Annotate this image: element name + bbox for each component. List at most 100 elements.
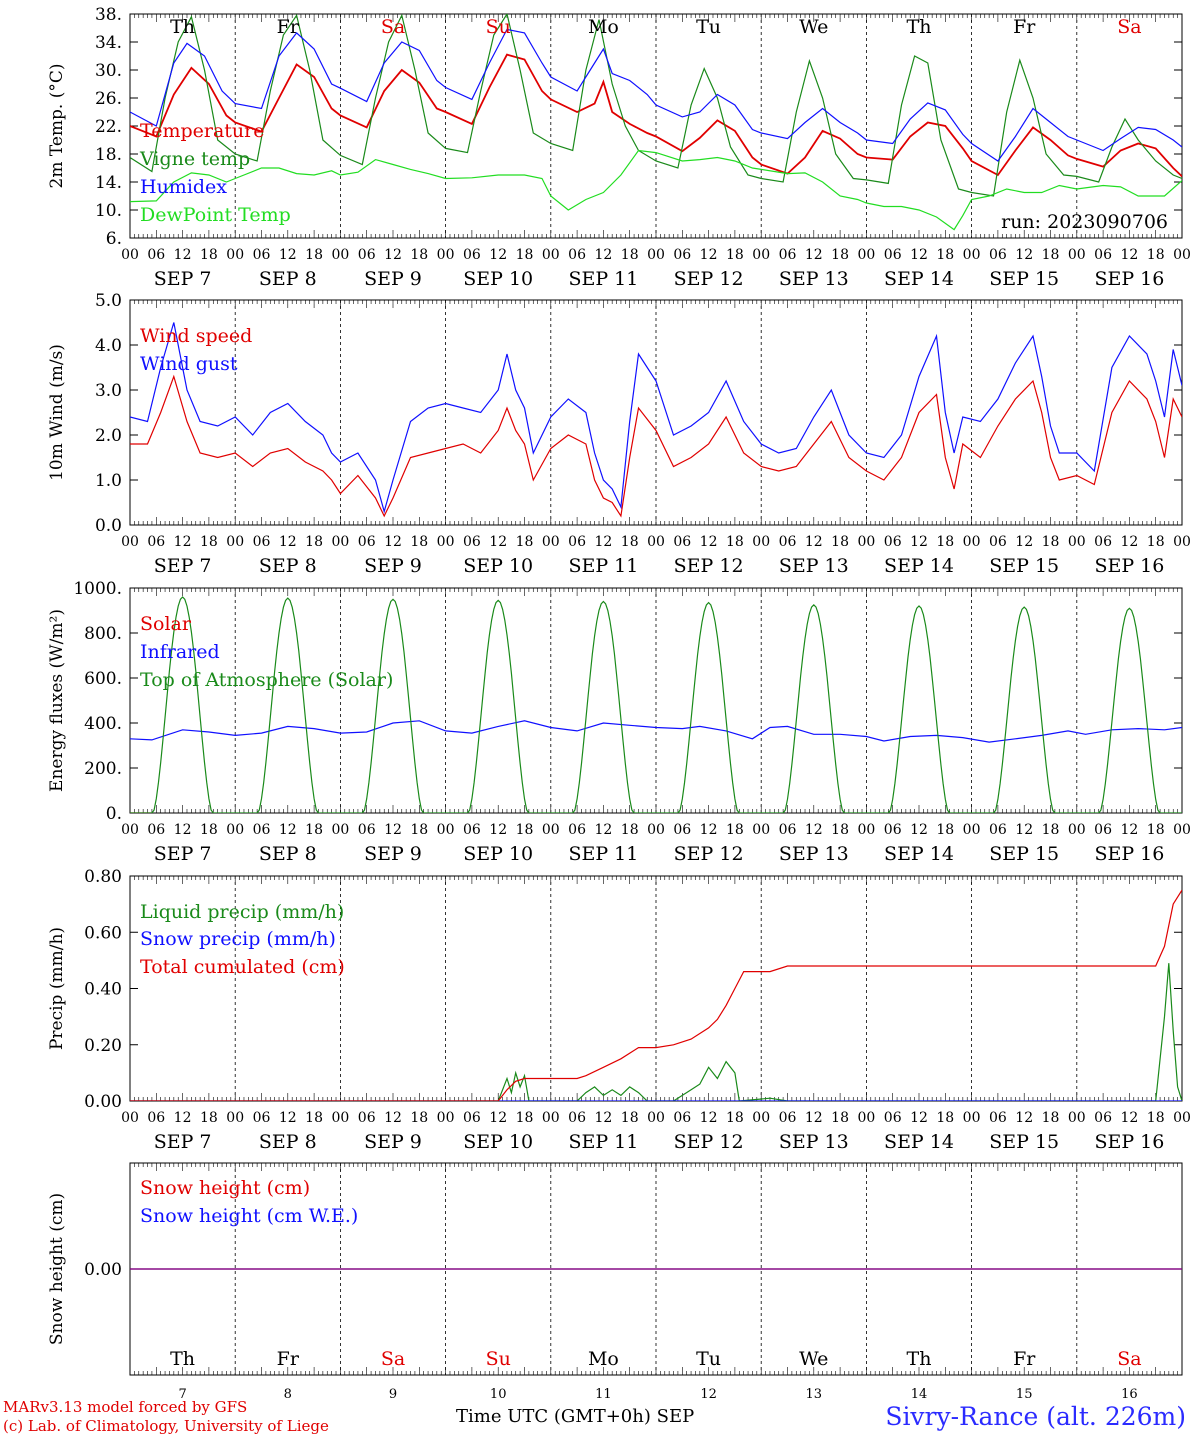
hour-tick-label: 00 xyxy=(331,1110,349,1126)
hour-tick-label: 12 xyxy=(174,534,192,550)
date-label: SEP 7 xyxy=(154,555,212,577)
date-label: SEP 8 xyxy=(259,843,317,865)
hour-tick-label: 06 xyxy=(147,822,165,838)
y-tick-label: 26. xyxy=(95,89,122,109)
hour-tick-label: 18 xyxy=(1147,247,1165,263)
hour-tick-label: 06 xyxy=(358,534,376,550)
hour-tick-label: 06 xyxy=(989,822,1007,838)
panel-5 xyxy=(129,1162,1183,1376)
hour-tick-label: 06 xyxy=(884,247,902,263)
day-name: Fr xyxy=(1013,1348,1036,1370)
hour-tick-label: 00 xyxy=(1173,534,1191,550)
hour-tick-label: 00 xyxy=(963,247,981,263)
hour-tick-label: 18 xyxy=(1042,247,1060,263)
date-label: SEP 11 xyxy=(568,1131,638,1153)
series-line-lightgreen xyxy=(130,149,1182,231)
hour-tick-label: 06 xyxy=(1094,534,1112,550)
day-number: 15 xyxy=(1016,1387,1033,1402)
y-tick-label: 0. xyxy=(106,804,122,824)
hour-tick-label: 12 xyxy=(700,1110,718,1126)
hour-tick-label: 12 xyxy=(279,822,297,838)
date-label: SEP 7 xyxy=(154,843,212,865)
day-name: We xyxy=(799,16,828,38)
hour-tick-label: 00 xyxy=(647,247,665,263)
hour-tick-label: 12 xyxy=(594,247,612,263)
hour-tick-label: 18 xyxy=(516,534,534,550)
y-tick-label: 0.60 xyxy=(84,923,122,943)
y-tick-label: 3.0 xyxy=(95,381,122,401)
y-axis-label: Precip (mm/h) xyxy=(47,927,67,1050)
hour-tick-label: 12 xyxy=(384,822,402,838)
y-tick-label: 0.0 xyxy=(95,516,122,536)
hour-tick-label: 00 xyxy=(857,1110,875,1126)
legend-label: Humidex xyxy=(140,176,227,198)
series-group xyxy=(130,596,1182,813)
y-tick-label: 22. xyxy=(95,117,122,137)
legend-label: Snow height (cm W.E.) xyxy=(140,1205,358,1227)
day-name: Sa xyxy=(381,16,405,38)
date-label: SEP 9 xyxy=(364,843,422,865)
date-label: SEP 15 xyxy=(989,1131,1059,1153)
date-label: SEP 16 xyxy=(1094,1131,1164,1153)
date-label: SEP 7 xyxy=(154,268,212,290)
hour-tick-label: 06 xyxy=(989,247,1007,263)
hour-tick-label: 00 xyxy=(647,1110,665,1126)
date-label: SEP 13 xyxy=(779,1131,849,1153)
hour-tick-label: 12 xyxy=(805,1110,823,1126)
hour-tick-label: 12 xyxy=(594,534,612,550)
y-axis-label: 10m Wind (m/s) xyxy=(47,344,67,481)
hour-tick-label: 18 xyxy=(936,247,954,263)
series-line-red xyxy=(130,53,1182,178)
hour-tick-label: 06 xyxy=(253,247,271,263)
date-label: SEP 11 xyxy=(568,555,638,577)
date-label: SEP 12 xyxy=(674,268,744,290)
hour-tick-label: 12 xyxy=(279,534,297,550)
hour-tick-label: 00 xyxy=(857,822,875,838)
day-number: 9 xyxy=(389,1387,397,1402)
series-line-green xyxy=(130,14,1182,197)
hour-tick-label: 12 xyxy=(384,1110,402,1126)
date-label: SEP 13 xyxy=(779,843,849,865)
date-label: SEP 11 xyxy=(568,268,638,290)
hour-tick-label: 00 xyxy=(542,822,560,838)
y-tick-label: 0.40 xyxy=(84,980,122,1000)
hour-tick-label: 12 xyxy=(384,247,402,263)
hour-tick-label: 12 xyxy=(1120,247,1138,263)
date-label: SEP 16 xyxy=(1094,843,1164,865)
hour-tick-label: 06 xyxy=(673,247,691,263)
date-label: SEP 7 xyxy=(154,1131,212,1153)
hour-tick-label: 18 xyxy=(200,822,218,838)
hour-tick-label: 12 xyxy=(910,247,928,263)
day-name: Su xyxy=(486,16,511,38)
lab-credit: (c) Lab. of Climatology, University of L… xyxy=(3,1417,329,1435)
day-number: 16 xyxy=(1121,1387,1138,1402)
day-number: 12 xyxy=(700,1387,717,1402)
hour-tick-label: 06 xyxy=(463,534,481,550)
day-name: Sa xyxy=(1117,16,1141,38)
day-number: 7 xyxy=(178,1387,186,1402)
day-name: Th xyxy=(907,16,932,38)
hour-tick-label: 12 xyxy=(279,1110,297,1126)
hour-tick-label: 06 xyxy=(463,247,481,263)
hour-tick-label: 06 xyxy=(884,534,902,550)
time-axis-text: Time UTC (GMT+0h) xyxy=(456,1406,651,1427)
date-label: SEP 9 xyxy=(364,268,422,290)
y-tick-label: 2.0 xyxy=(95,426,122,446)
y-tick-label: 4.0 xyxy=(95,336,122,356)
day-number: 14 xyxy=(911,1387,928,1402)
hour-tick-label: 00 xyxy=(1173,1110,1191,1126)
hour-tick-label: 12 xyxy=(805,247,823,263)
hour-tick-label: 06 xyxy=(779,534,797,550)
day-name: Fr xyxy=(1013,16,1036,38)
date-label: SEP 10 xyxy=(463,1131,533,1153)
hour-tick-label: 18 xyxy=(200,247,218,263)
hour-tick-label: 18 xyxy=(1042,534,1060,550)
series-line-red xyxy=(130,374,1182,518)
legend-label: Infrared xyxy=(140,641,220,663)
hour-tick-label: 12 xyxy=(910,534,928,550)
day-name: Tu xyxy=(696,1348,721,1370)
legend-label: Total cumulated (cm) xyxy=(140,956,345,978)
hour-tick-label: 00 xyxy=(331,534,349,550)
date-label: SEP 10 xyxy=(463,843,533,865)
day-name: Th xyxy=(907,1348,932,1370)
